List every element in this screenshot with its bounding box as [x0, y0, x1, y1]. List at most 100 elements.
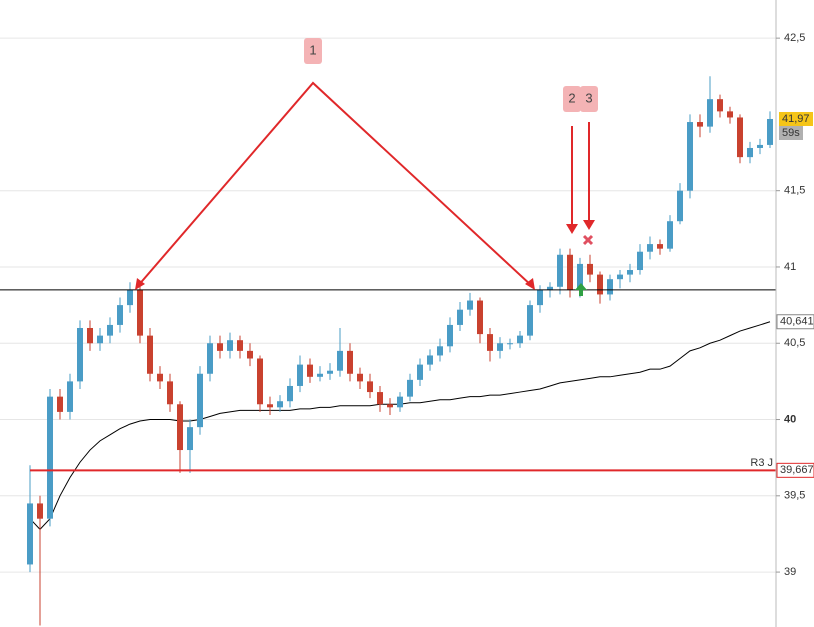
arrow-head: [135, 278, 145, 290]
ma-label: 40,641: [780, 316, 814, 328]
candle-body: [617, 274, 623, 280]
candle-body: [107, 324, 113, 336]
candle-body: [157, 373, 163, 382]
annotation-label: 1: [309, 42, 316, 57]
candle-body: [167, 381, 173, 405]
annotation-box: [304, 38, 322, 64]
plot: R3 J: [0, 76, 776, 626]
y-tick-label: 41: [784, 261, 796, 273]
arrow-head: [525, 278, 535, 290]
candle-body: [187, 427, 193, 451]
candle-body: [687, 122, 693, 191]
candle-body: [587, 263, 593, 275]
grid: [0, 37, 776, 573]
candle-body: [137, 289, 143, 336]
candle-body: [117, 305, 123, 325]
overlay: 1 2 3: [135, 38, 598, 296]
candle-body: [267, 404, 273, 408]
candle-body: [527, 305, 533, 336]
axis: 39 39,5 40 41 40,5 41,5 42,5 39,667 40,641 41,97 5…: [776, 32, 814, 578]
candle-body: [507, 343, 513, 345]
candle-body: [477, 300, 483, 335]
annotation-box: [580, 86, 598, 112]
candle-body: [697, 122, 703, 127]
candle-body: [327, 370, 333, 374]
candle-body: [767, 118, 773, 145]
candle-body: [367, 381, 373, 393]
y-tick-label: 39,5: [784, 490, 805, 502]
candle-body: [737, 117, 743, 158]
candle-body: [27, 503, 33, 565]
y-tick-label: 41,5: [784, 185, 805, 197]
timer-box: [779, 125, 803, 140]
buy-marker: [575, 283, 587, 296]
candle-body: [717, 99, 723, 112]
sell-marker: [582, 234, 594, 246]
candle-body: [757, 144, 763, 148]
annotation-arrows: [136, 81, 590, 288]
candle-body: [377, 392, 383, 405]
candle-body: [127, 289, 133, 306]
candle-body: [67, 381, 73, 412]
candle-body: [747, 147, 753, 158]
candle-body: [597, 274, 603, 295]
candle-body: [467, 300, 473, 310]
candle-body: [87, 327, 93, 344]
candle-body: [347, 350, 353, 374]
annotation-box: [563, 86, 581, 112]
candle-body: [627, 270, 633, 275]
cross: [582, 234, 594, 246]
candle-body: [577, 263, 583, 290]
candle-body: [227, 340, 233, 351]
candle-body: [207, 343, 213, 374]
candle-body: [607, 279, 613, 295]
candle-body: [417, 364, 423, 380]
arrow-heads: [135, 220, 595, 290]
candle-body: [247, 350, 253, 359]
y-tick-label: 40,5: [784, 337, 805, 349]
resistance-label-box: [776, 462, 814, 478]
candle-body: [77, 327, 83, 382]
annotation-label: 3: [585, 90, 592, 105]
y-tick-label: 40: [784, 413, 796, 425]
candle-body: [547, 286, 553, 290]
candle-body: [387, 404, 393, 408]
candle-body: [567, 254, 573, 290]
candle-body: [667, 221, 673, 249]
candle-body: [397, 396, 403, 408]
annotation: 1 2 3: [304, 38, 598, 112]
annotation-label: 2: [568, 90, 575, 105]
candle-body: [637, 251, 643, 271]
candle-body: [177, 404, 183, 451]
candle-body: [337, 350, 343, 371]
candle-body: [657, 244, 663, 249]
candle-body: [487, 334, 493, 351]
candle-body: [147, 335, 153, 374]
candle-body: [647, 244, 653, 252]
candle-body: [237, 340, 243, 351]
candle-body: [47, 396, 53, 519]
arrow-head: [583, 220, 595, 230]
timer-label: 59s: [782, 127, 800, 139]
candle-body: [537, 289, 543, 306]
candle-body: [257, 358, 263, 405]
candle-body: [517, 335, 523, 344]
candle-body: [217, 343, 223, 351]
candle-body: [287, 385, 293, 402]
candle-body: [37, 503, 43, 519]
candle-body: [407, 379, 413, 397]
candle-body: [437, 346, 443, 356]
candle-body: [427, 355, 433, 365]
candle-body: [677, 190, 683, 222]
candle-body: [447, 324, 453, 347]
candle-body: [707, 99, 713, 127]
candle-body: [297, 364, 303, 386]
candle-body: [557, 254, 563, 287]
candle-body: [197, 373, 203, 428]
candle-body: [57, 396, 63, 412]
candle-body: [497, 343, 503, 351]
candle-body: [307, 364, 313, 377]
y-tick-label: 42,5: [784, 32, 805, 44]
